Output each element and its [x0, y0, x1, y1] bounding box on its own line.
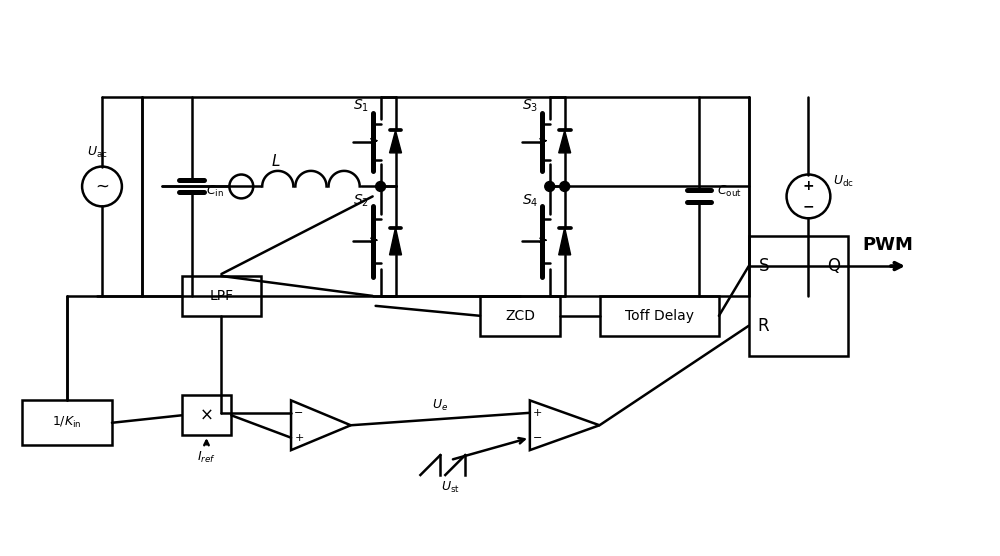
Text: +: + [294, 433, 304, 443]
Text: LPF: LPF [209, 289, 233, 303]
Text: ~: ~ [95, 177, 109, 196]
Text: ×: × [200, 406, 213, 424]
Text: $U_e$: $U_e$ [432, 398, 448, 413]
Text: $C_{\rm out}$: $C_{\rm out}$ [717, 184, 742, 199]
Text: $S_1$: $S_1$ [353, 98, 369, 115]
Text: +: + [803, 180, 814, 193]
Text: +: + [533, 408, 542, 418]
Circle shape [376, 181, 386, 191]
Circle shape [545, 181, 555, 191]
Bar [182, 276, 261, 316]
Text: $S_2$: $S_2$ [353, 192, 369, 209]
Polygon shape [390, 227, 401, 255]
Text: Toff Delay: Toff Delay [625, 309, 694, 323]
Text: $L$: $L$ [271, 152, 281, 168]
Bar [22, 400, 112, 445]
Text: PWM: PWM [863, 236, 913, 254]
Text: $1/K_{\rm in}$: $1/K_{\rm in}$ [52, 415, 82, 430]
Text: $S_4$: $S_4$ [522, 192, 538, 209]
Text: $C_{\rm in}$: $C_{\rm in}$ [206, 184, 224, 199]
Text: S: S [758, 257, 769, 275]
Text: $U_{\rm dc}$: $U_{\rm dc}$ [833, 174, 854, 189]
Text: Q: Q [827, 257, 840, 275]
Text: $U_{\rm st}$: $U_{\rm st}$ [441, 480, 460, 495]
Text: $U_{\rm ac}$: $U_{\rm ac}$ [87, 145, 107, 160]
Polygon shape [559, 227, 571, 255]
Text: ZCD: ZCD [505, 309, 535, 323]
Polygon shape [390, 131, 401, 153]
Text: $I_{ref}$: $I_{ref}$ [197, 450, 216, 465]
Text: −: − [803, 200, 814, 214]
Polygon shape [559, 131, 571, 153]
Text: −: − [533, 433, 542, 443]
Bar [600, 296, 719, 336]
Circle shape [560, 181, 570, 191]
Bar [749, 236, 848, 356]
Bar [182, 395, 231, 435]
Bar [480, 296, 560, 336]
Text: $S_3$: $S_3$ [522, 98, 538, 115]
Text: R: R [758, 317, 769, 335]
Text: −: − [294, 408, 304, 418]
